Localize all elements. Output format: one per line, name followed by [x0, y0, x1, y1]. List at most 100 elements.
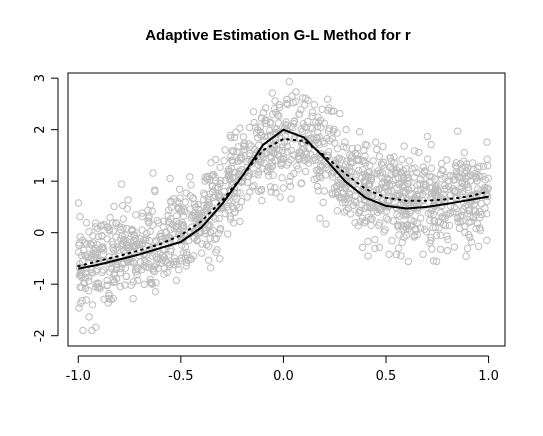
scatter-point — [203, 175, 212, 184]
scatter-point — [436, 245, 445, 254]
scatter-point — [397, 252, 405, 260]
scatter-point — [466, 177, 475, 185]
scatter-point — [454, 127, 462, 135]
scatter-point — [422, 228, 431, 236]
scatter-point — [211, 215, 220, 223]
scatter-point — [109, 294, 118, 303]
scatter-point — [472, 224, 480, 233]
scatter-point — [402, 231, 411, 240]
scatter-point — [117, 180, 126, 188]
scatter-point — [350, 197, 359, 205]
scatter-point — [227, 133, 235, 142]
scatter-point — [279, 184, 287, 192]
scatter-point — [257, 185, 266, 194]
scatter-point — [426, 216, 434, 225]
scatter-point — [124, 196, 132, 204]
scatter-point — [400, 222, 408, 231]
scatter-point — [139, 236, 147, 245]
scatter-point — [466, 213, 474, 221]
scatter-point — [315, 141, 323, 149]
scatter-point — [116, 282, 124, 291]
scatter-point — [250, 118, 258, 127]
scatter-point — [82, 296, 91, 304]
scatter-point — [344, 204, 352, 213]
scatter-point — [313, 123, 322, 131]
scatter-point — [423, 155, 432, 163]
scatter-point — [283, 95, 291, 104]
scatter-point — [292, 88, 300, 96]
scatter-point — [179, 221, 188, 230]
scatter-point — [439, 167, 447, 175]
scatter-point — [236, 217, 244, 226]
scatter-point — [249, 108, 258, 116]
scatter-point — [201, 191, 209, 199]
scatter-point — [373, 145, 381, 154]
scatter-point — [149, 267, 157, 275]
scatter-point — [401, 210, 410, 218]
scatter-point — [345, 189, 353, 197]
scatter-point — [413, 186, 422, 195]
scatter-point — [224, 165, 233, 174]
scatter-point — [314, 187, 323, 195]
scatter-point — [421, 168, 429, 176]
scatter-point — [420, 184, 428, 192]
scatter-point — [442, 184, 450, 193]
scatter-point — [324, 148, 333, 156]
scatter-point — [138, 209, 146, 217]
scatter-point — [356, 194, 365, 203]
scatter-point — [419, 163, 428, 171]
scatter-point — [361, 188, 369, 196]
scatter-point — [230, 208, 239, 217]
scatter-point — [345, 194, 353, 202]
scatter-point — [165, 218, 174, 227]
scatter-point — [262, 119, 270, 128]
scatter-point — [240, 139, 249, 148]
scatter-point — [277, 134, 286, 143]
scatter-point — [464, 164, 472, 172]
scatter-point — [295, 110, 303, 118]
scatter-point — [164, 217, 173, 226]
scatter-point — [273, 150, 282, 158]
scatter-point — [181, 207, 189, 216]
scatter-point — [385, 187, 393, 195]
scatter-point — [109, 227, 118, 235]
scatter-point — [482, 210, 491, 218]
scatter-point — [175, 199, 183, 207]
scatter-point — [405, 157, 414, 165]
scatter-point — [251, 170, 259, 178]
scatter-point — [341, 184, 349, 193]
scatter-point — [467, 238, 476, 246]
scatter-point — [202, 241, 211, 249]
scatter-point — [398, 238, 406, 247]
scatter-point — [356, 218, 365, 226]
x-axis: -1.0 -0.5 0.0 0.5 1.0 — [66, 355, 499, 384]
scatter-point — [128, 226, 136, 235]
scatter-point — [353, 144, 362, 152]
scatter-point — [112, 275, 121, 283]
scatter-point — [278, 146, 287, 155]
scatter-point — [364, 237, 372, 246]
scatter-point — [122, 272, 130, 280]
scatter-point — [175, 266, 183, 274]
scatter-point — [275, 146, 283, 154]
scatter-point — [341, 161, 350, 169]
scatter-point — [465, 186, 473, 194]
scatter-point — [458, 211, 466, 220]
scatter-point — [371, 235, 379, 244]
scatter-point — [106, 213, 114, 222]
scatter-point — [336, 109, 344, 118]
scatter-point — [270, 140, 278, 149]
scatter-point — [405, 177, 413, 185]
scatter-point — [118, 232, 126, 240]
dotted-curve — [77, 137, 490, 268]
scatter-point — [329, 127, 337, 135]
scatter-point — [106, 268, 114, 276]
scatter-point — [331, 139, 339, 147]
scatter-point — [458, 164, 467, 172]
scatter-point — [172, 212, 181, 220]
scatter-point — [439, 191, 447, 199]
scatter-point — [297, 125, 305, 133]
scatter-point — [130, 259, 138, 267]
scatter-point — [451, 186, 460, 195]
